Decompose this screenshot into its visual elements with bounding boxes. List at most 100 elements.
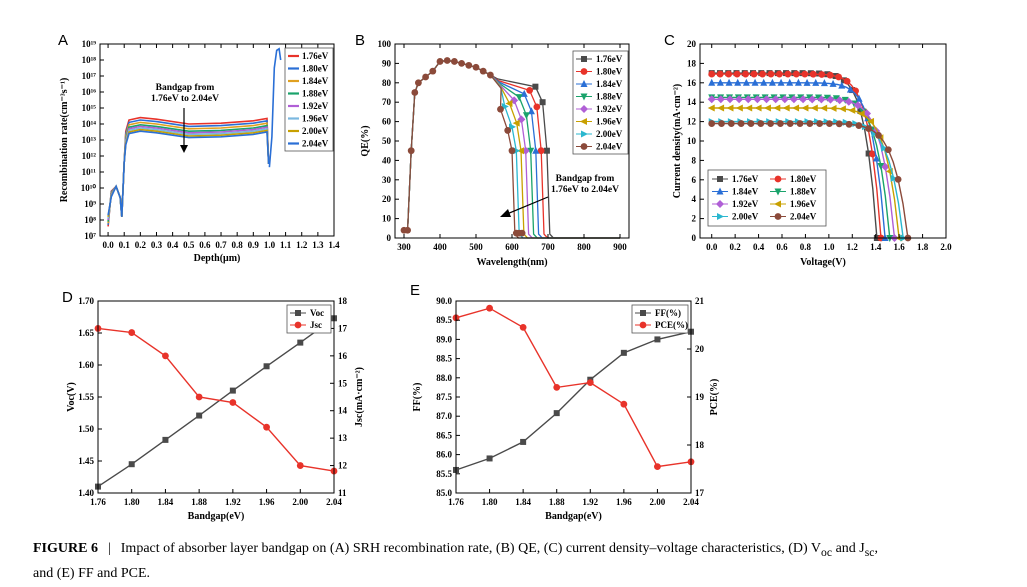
caption-separator: | [107, 541, 111, 556]
x-tick-label: 0.9 [248, 240, 260, 250]
x-tick-label: 2.00 [292, 497, 308, 507]
data-point [806, 94, 814, 102]
data-point [894, 175, 902, 183]
data-point [823, 94, 831, 102]
data-point [875, 131, 882, 139]
data-point-Voc [162, 436, 169, 443]
panel-label: E [410, 282, 420, 299]
data-point-shared [472, 63, 480, 71]
data-point-shared [479, 67, 487, 75]
data-point-Voc [297, 339, 304, 346]
caption-line2: and (E) FF and PCE. [33, 565, 151, 581]
data-point [773, 104, 781, 112]
data-point-shared [407, 147, 415, 155]
data-point [717, 104, 725, 112]
y-tick-label: 10¹⁵ [82, 103, 97, 113]
x-tick-label: 1.3 [312, 240, 324, 250]
series-line-Voc [97, 317, 335, 488]
y-tick-label: 50 [382, 136, 392, 146]
data-point-shared [415, 79, 422, 87]
data-point-shared [436, 58, 444, 65]
data-point [792, 104, 800, 112]
legend-marker [580, 105, 588, 113]
data-point [848, 106, 856, 114]
data-point [881, 144, 889, 152]
y-tick-label: 16 [687, 78, 697, 88]
x-tick-label: 0.2 [135, 240, 147, 250]
y-tick-label: 1.70 [78, 296, 94, 306]
data-point [881, 162, 890, 171]
annotation-line1: Bandgap from [556, 174, 615, 184]
data-point [801, 70, 809, 78]
y-tick-label: 10⁷ [84, 231, 96, 241]
data-point [780, 95, 789, 104]
y-tick-label: 20 [382, 194, 392, 204]
x-tick-label: 1.92 [582, 497, 598, 507]
series-line-1.88eV [107, 123, 270, 222]
data-point [725, 95, 734, 104]
data-point [796, 120, 804, 127]
y-tick-label: 10 [687, 136, 697, 146]
legend-marker [716, 200, 724, 208]
legend-label: 1.96eV [596, 117, 623, 127]
data-point [812, 78, 820, 86]
data-point [817, 95, 826, 104]
panel-d: D 1.76 1.80 1.84 1.88 1.92 1.96 2.00 2.04 1.40 1.4… [62, 289, 365, 522]
x-tick-label: 1.88 [191, 497, 207, 507]
data-point [829, 104, 837, 112]
data-point-Jsc [296, 462, 304, 469]
y-axis-label: Current density(mA·cm⁻²) [672, 84, 683, 198]
data-point [869, 150, 876, 158]
series-line-2.00eV [107, 128, 270, 217]
caption-text: Impact of absorber layer bandgap on (A) … [120, 541, 822, 556]
legend-marker [580, 93, 588, 101]
data-point-shared [458, 60, 465, 67]
legend-label: 2.04eV [302, 139, 329, 149]
y-tick-label: 10⁹ [84, 199, 96, 209]
y-tick-label: 4 [692, 194, 697, 204]
data-point-FF(%) [553, 410, 560, 417]
x-tick-label: 1.80 [482, 497, 498, 507]
data-point [725, 70, 733, 78]
y-tick-right-label: 15 [338, 378, 348, 388]
y-tick-label: 10¹¹ [82, 167, 97, 177]
figure-caption: FIGURE 6 | Impact of absorber layer bandga… [33, 538, 993, 584]
x-tick-label: 2.00 [650, 497, 666, 507]
y-tick-right-label: 21 [695, 296, 705, 306]
y-axis-label: QE(%) [360, 125, 371, 156]
data-point [890, 174, 898, 182]
y-tick-label: 10¹⁶ [82, 87, 97, 97]
legend-marker [581, 130, 588, 138]
data-point [734, 78, 742, 86]
panel-c: C 0.0 0.2 0.4 0.6 0.8 1.0 1.2 1.4 1.6 1.8 2.0 0 2 4 6 8 1… [664, 32, 952, 268]
x-axis-label: Voltage(V) [800, 257, 846, 268]
legend-marker [581, 56, 587, 62]
annotation-line2: 1.76eV to 2.04eV [151, 94, 219, 104]
caption-voc-sub: oc [821, 545, 833, 559]
data-point [520, 89, 528, 97]
legend-marker [774, 200, 781, 208]
data-point [742, 70, 749, 78]
x-tick-label: 1.84 [515, 497, 531, 507]
data-point [867, 117, 875, 125]
legend-label: 1.84eV [302, 76, 329, 86]
data-point [512, 119, 520, 127]
annotation-arrow-head [180, 145, 188, 153]
data-point-PCE(%) [586, 379, 594, 386]
data-point [515, 94, 523, 102]
legend-marker [639, 321, 647, 329]
x-axis-label: Bandgap(eV) [188, 511, 245, 522]
x-tick-label: 0.6 [199, 240, 211, 250]
data-point [504, 127, 512, 134]
data-point-Voc [263, 363, 270, 370]
series-line-2.04eV [107, 130, 270, 217]
data-point-shared [443, 57, 451, 64]
y-tick-label: 86.5 [436, 430, 452, 440]
legend-label: 1.88eV [790, 187, 817, 197]
data-point [857, 107, 864, 114]
legend-label: 1.76eV [732, 174, 759, 184]
x-tick-label: 0.4 [167, 240, 179, 250]
data-point-Jsc [128, 329, 136, 336]
y-tick-label: 89.5 [436, 315, 452, 325]
legend-label: 1.84eV [596, 79, 623, 89]
